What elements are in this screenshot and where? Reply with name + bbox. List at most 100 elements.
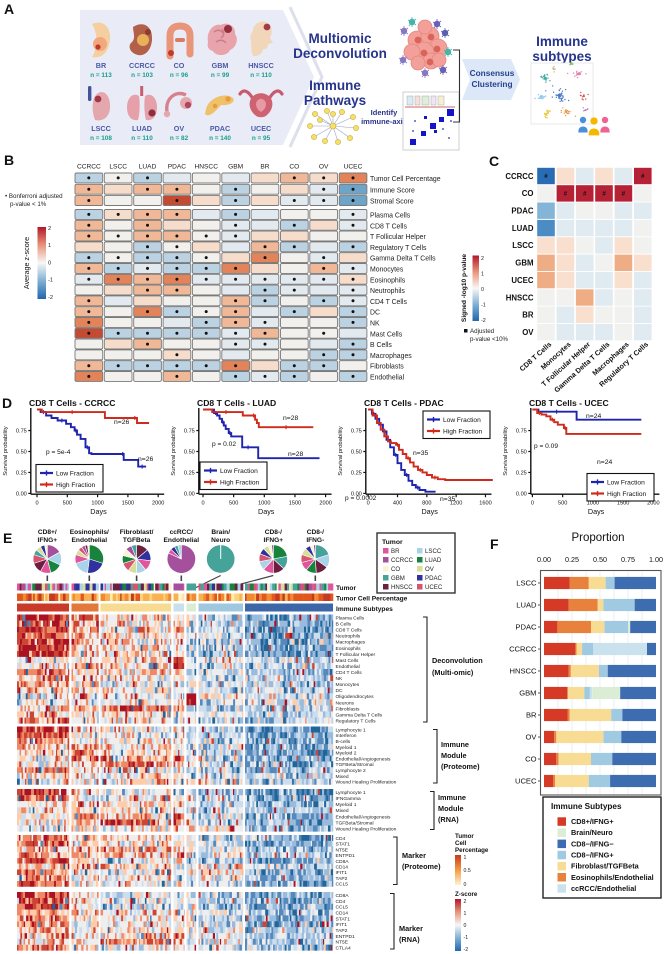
- svg-text:C: C: [489, 153, 499, 169]
- svg-text:Monocytes: Monocytes: [370, 267, 404, 274]
- svg-text:B Cells: B Cells: [370, 342, 392, 349]
- svg-text:Mast Cells: Mast Cells: [370, 331, 403, 338]
- svg-text:CD8 T Cells - LUAD: CD8 T Cells - LUAD: [197, 398, 276, 408]
- svg-text:UCEC: UCEC: [425, 584, 443, 591]
- svg-text:Signed -log10 p-value: Signed -log10 p-value: [461, 254, 468, 322]
- svg-text:Lymphocyte 2: Lymphocyte 2: [336, 768, 367, 774]
- svg-text:immune-axis: immune-axis: [361, 117, 407, 126]
- svg-text:OV: OV: [522, 328, 534, 337]
- svg-text:0.00: 0.00: [16, 491, 27, 497]
- svg-text:0.50: 0.50: [516, 450, 527, 456]
- svg-text:Endothelial: Endothelial: [336, 664, 360, 670]
- svg-text:CD8-/: CD8-/: [265, 529, 282, 536]
- svg-text:OV: OV: [319, 164, 329, 171]
- svg-text:Survival probability: Survival probability: [503, 426, 509, 475]
- svg-text:CD8 T Cells - UCEC: CD8 T Cells - UCEC: [529, 398, 609, 408]
- svg-text:Z-score: Z-score: [455, 891, 478, 898]
- svg-text:Clustering: Clustering: [471, 79, 512, 89]
- svg-text:1: 1: [481, 272, 484, 278]
- svg-text:n = 110: n = 110: [131, 135, 153, 142]
- svg-text:0.75: 0.75: [621, 555, 635, 564]
- svg-text:E: E: [3, 530, 12, 546]
- svg-text:IFIT1: IFIT1: [336, 870, 348, 876]
- svg-text:p = 0.09: p = 0.09: [534, 443, 558, 450]
- svg-text:Mast Cells: Mast Cells: [336, 658, 359, 664]
- svg-text:CD8−/IFNG+: CD8−/IFNG+: [571, 850, 614, 859]
- svg-text:HNSCC: HNSCC: [391, 584, 413, 591]
- svg-text:Deconvolution: Deconvolution: [293, 46, 387, 61]
- svg-text:1000: 1000: [258, 501, 270, 507]
- svg-text:n=26: n=26: [138, 456, 154, 463]
- svg-text:n = 110: n = 110: [250, 72, 272, 79]
- svg-text:Immune: Immune: [441, 740, 469, 749]
- svg-text:Fibroblast/: Fibroblast/: [120, 529, 154, 536]
- svg-text:BR: BR: [526, 711, 537, 720]
- svg-text:CD8 T Cells: CD8 T Cells: [370, 223, 407, 230]
- svg-text:CD8A: CD8A: [336, 893, 350, 899]
- svg-text:0.50: 0.50: [351, 450, 362, 456]
- svg-text:-2: -2: [481, 318, 486, 324]
- svg-text:ENTPD1: ENTPD1: [336, 853, 356, 859]
- svg-text:0.25: 0.25: [351, 470, 362, 476]
- svg-text:CO: CO: [391, 566, 400, 573]
- svg-text:1000: 1000: [587, 501, 599, 507]
- svg-text:Interferon: Interferon: [336, 733, 357, 739]
- svg-text:Immune Subtypes: Immune Subtypes: [336, 606, 393, 613]
- svg-text:-1: -1: [48, 278, 53, 284]
- svg-text:Adjusted: Adjusted: [470, 328, 495, 335]
- svg-text:Mixed: Mixed: [336, 774, 349, 780]
- svg-text:1000: 1000: [91, 501, 103, 507]
- svg-text:0.00: 0.00: [516, 491, 527, 497]
- svg-text:(RNA): (RNA): [438, 815, 459, 824]
- svg-text:Lymphocyte 1: Lymphocyte 1: [336, 790, 367, 796]
- svg-text:IFNGamma: IFNGamma: [336, 796, 362, 802]
- svg-text:Days: Days: [90, 507, 107, 516]
- svg-text:BR: BR: [391, 548, 400, 555]
- svg-text:Endothelial: Endothelial: [72, 537, 108, 544]
- svg-text:CO: CO: [522, 189, 534, 198]
- svg-text:ccRCC/Endothelial: ccRCC/Endothelial: [571, 884, 636, 893]
- svg-text:Tumor: Tumor: [455, 833, 474, 840]
- svg-text:800: 800: [422, 501, 431, 507]
- svg-text:CCRCC: CCRCC: [129, 61, 155, 70]
- svg-text:Identify: Identify: [371, 108, 398, 117]
- svg-text:Low Fraction: Low Fraction: [56, 470, 94, 477]
- svg-text:High Fraction: High Fraction: [443, 428, 483, 435]
- svg-text:0: 0: [481, 287, 484, 293]
- svg-text:p = 0.02: p = 0.02: [212, 441, 236, 448]
- svg-text:Immune: Immune: [438, 793, 466, 802]
- svg-text:High Fraction: High Fraction: [607, 491, 647, 498]
- svg-text:Low Fraction: Low Fraction: [220, 468, 258, 475]
- svg-text:CO: CO: [289, 164, 299, 171]
- svg-text:Percentage: Percentage: [455, 847, 489, 854]
- svg-text:2000: 2000: [647, 501, 659, 507]
- svg-text:UCEC: UCEC: [251, 124, 271, 133]
- svg-text:CCL5: CCL5: [336, 905, 349, 911]
- svg-text:Average z-score: Average z-score: [22, 237, 31, 289]
- svg-text:Module: Module: [441, 751, 467, 760]
- svg-text:ENTPD1: ENTPD1: [336, 934, 356, 940]
- svg-text:Tumor Cell Percentage: Tumor Cell Percentage: [370, 176, 441, 183]
- svg-text:1.00: 1.00: [649, 555, 663, 564]
- svg-text:UCEC: UCEC: [515, 777, 537, 786]
- svg-text:High Fraction: High Fraction: [220, 479, 260, 486]
- svg-text:subtypes: subtypes: [532, 49, 591, 64]
- svg-text:High Fraction: High Fraction: [56, 482, 96, 489]
- svg-text:Cell: Cell: [455, 840, 467, 847]
- svg-text:(RNA): (RNA): [399, 935, 420, 944]
- svg-text:0.75: 0.75: [16, 429, 27, 435]
- svg-text:UCEC: UCEC: [511, 276, 533, 285]
- svg-text:LSCC: LSCC: [512, 241, 534, 250]
- svg-text:OV: OV: [425, 566, 435, 573]
- svg-text:1: 1: [464, 911, 467, 917]
- svg-text:p-value <10%: p-value <10%: [470, 336, 509, 343]
- svg-text:#: #: [544, 173, 548, 180]
- svg-text:0.75: 0.75: [184, 429, 195, 435]
- svg-text:B-cells: B-cells: [336, 739, 351, 745]
- svg-text:BR: BR: [96, 61, 107, 70]
- svg-text:n = 113: n = 113: [90, 72, 112, 79]
- svg-text:Endothelial/Angiogenesis: Endothelial/Angiogenesis: [336, 756, 391, 762]
- svg-text:Survival probability: Survival probability: [171, 426, 177, 475]
- svg-text:n = 82: n = 82: [170, 135, 189, 142]
- svg-text:Stromal Score: Stromal Score: [370, 199, 414, 206]
